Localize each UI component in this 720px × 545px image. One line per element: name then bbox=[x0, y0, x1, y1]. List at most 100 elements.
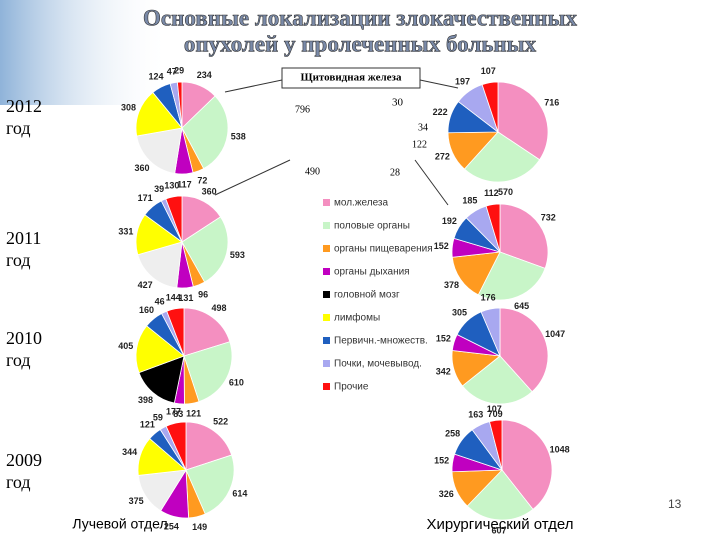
slice-label: 398 bbox=[138, 395, 153, 405]
legend-swatch bbox=[323, 199, 330, 206]
callout-number: 34 bbox=[418, 122, 428, 133]
slice-label: 1048 bbox=[550, 444, 570, 454]
legend-label: Почки, мочевывод. bbox=[334, 359, 422, 370]
slice-label: 405 bbox=[118, 341, 133, 351]
arrow bbox=[224, 79, 283, 93]
year-label: 2011 bbox=[6, 228, 41, 248]
callout-number: 122 bbox=[412, 139, 427, 150]
legend-label: половые органы bbox=[334, 221, 410, 232]
slice-label: 378 bbox=[444, 280, 459, 290]
slice-label: 46 bbox=[155, 297, 165, 307]
slice-label: 152 bbox=[434, 456, 449, 466]
year-label: 2010 bbox=[6, 328, 42, 348]
slice-label: 427 bbox=[138, 280, 153, 290]
pie-slice bbox=[181, 95, 229, 170]
pie-slice bbox=[463, 131, 541, 183]
slice-label: 308 bbox=[121, 103, 136, 113]
pie-slice bbox=[451, 251, 501, 296]
year-label: год bbox=[6, 118, 31, 138]
legend-swatch bbox=[323, 245, 330, 252]
legend-swatch bbox=[323, 268, 330, 275]
pie-slice bbox=[183, 307, 231, 357]
slice-label: 716 bbox=[544, 98, 559, 108]
slice-label: 1047 bbox=[545, 329, 565, 339]
arrow bbox=[214, 159, 291, 196]
legend-swatch bbox=[323, 360, 330, 367]
arrow bbox=[414, 159, 449, 206]
slice-label: 709 bbox=[488, 409, 503, 419]
slice-label: 171 bbox=[138, 193, 153, 203]
legend-label: Первичн.-множеств. bbox=[334, 336, 428, 347]
pie-slice bbox=[176, 81, 183, 129]
callout-number: 796 bbox=[295, 104, 310, 115]
slice-label: 614 bbox=[232, 488, 247, 498]
pie-slice bbox=[181, 195, 222, 243]
callout-box bbox=[281, 67, 421, 89]
year-label: 2009 bbox=[6, 450, 42, 470]
pie-slice bbox=[166, 307, 185, 357]
pie-slice bbox=[183, 341, 233, 403]
pie-slice bbox=[499, 203, 549, 269]
pie-slice bbox=[135, 91, 183, 137]
slice-label: 234 bbox=[197, 70, 212, 80]
pie-slice bbox=[181, 216, 229, 283]
slice-label: 222 bbox=[433, 107, 448, 117]
slice-label: 610 bbox=[229, 377, 244, 387]
slice-label: 72 bbox=[197, 176, 207, 186]
slice-label: 96 bbox=[198, 289, 208, 299]
callout-number: 30 bbox=[392, 97, 404, 109]
slice-label: 342 bbox=[436, 367, 451, 377]
slice-label: 117 bbox=[177, 179, 192, 189]
pie-slice bbox=[499, 307, 549, 393]
year-label: год bbox=[6, 350, 31, 370]
slice-label: 254 bbox=[164, 522, 179, 532]
pie-slice bbox=[480, 307, 501, 357]
slice-label: 107 bbox=[487, 404, 502, 414]
slice-label: 197 bbox=[455, 77, 470, 87]
pie-slice bbox=[481, 81, 499, 133]
legend-label: органы пищеварения bbox=[334, 244, 433, 255]
year-label: год bbox=[6, 472, 31, 492]
title-line: опухолей у пролеченных больных bbox=[184, 31, 537, 56]
slice-label: 326 bbox=[439, 489, 454, 499]
pie-slice bbox=[477, 251, 546, 301]
slice-label: 360 bbox=[202, 186, 217, 196]
slice-label: 29 bbox=[174, 65, 184, 75]
slice-label: 607 bbox=[491, 525, 506, 535]
pie-slice bbox=[138, 355, 185, 404]
slice-label: 645 bbox=[514, 301, 529, 311]
slice-label: 375 bbox=[129, 496, 144, 506]
slice-label: 258 bbox=[445, 429, 460, 439]
slice-label: 112 bbox=[484, 188, 499, 198]
slice-label: 121 bbox=[140, 420, 155, 430]
legend-swatch bbox=[323, 291, 330, 298]
photo bbox=[0, 0, 170, 105]
legend-label: лимфомы bbox=[334, 312, 380, 324]
slice-label: 130 bbox=[164, 180, 179, 190]
slice-label: 131 bbox=[178, 293, 193, 303]
slice-label: 152 bbox=[436, 334, 451, 344]
pie-slice bbox=[165, 421, 187, 471]
legend-swatch bbox=[323, 383, 330, 390]
slice-label: 272 bbox=[435, 152, 450, 162]
pie-slice bbox=[185, 421, 233, 471]
slice-label: 331 bbox=[118, 226, 133, 236]
callout-number: 28 bbox=[390, 167, 400, 178]
year-label: год bbox=[6, 250, 31, 270]
title-line: Основные локализации злокачественных bbox=[143, 5, 577, 30]
arrow bbox=[419, 79, 459, 89]
slice-label: 160 bbox=[139, 305, 154, 315]
legend-label: органы дыхания bbox=[334, 267, 410, 278]
year-label: 2012 bbox=[6, 96, 42, 116]
legend-swatch bbox=[323, 337, 330, 344]
pie-slice bbox=[135, 325, 185, 374]
slice-label: 185 bbox=[462, 196, 477, 206]
slice-label: 538 bbox=[231, 131, 246, 141]
legend-label: головной мозг bbox=[334, 290, 400, 301]
slice-label: 59 bbox=[153, 412, 163, 422]
pie-slice bbox=[185, 454, 235, 515]
slice-label: 732 bbox=[541, 213, 556, 223]
pie-slice bbox=[466, 469, 534, 521]
slice-label: 344 bbox=[122, 447, 137, 457]
